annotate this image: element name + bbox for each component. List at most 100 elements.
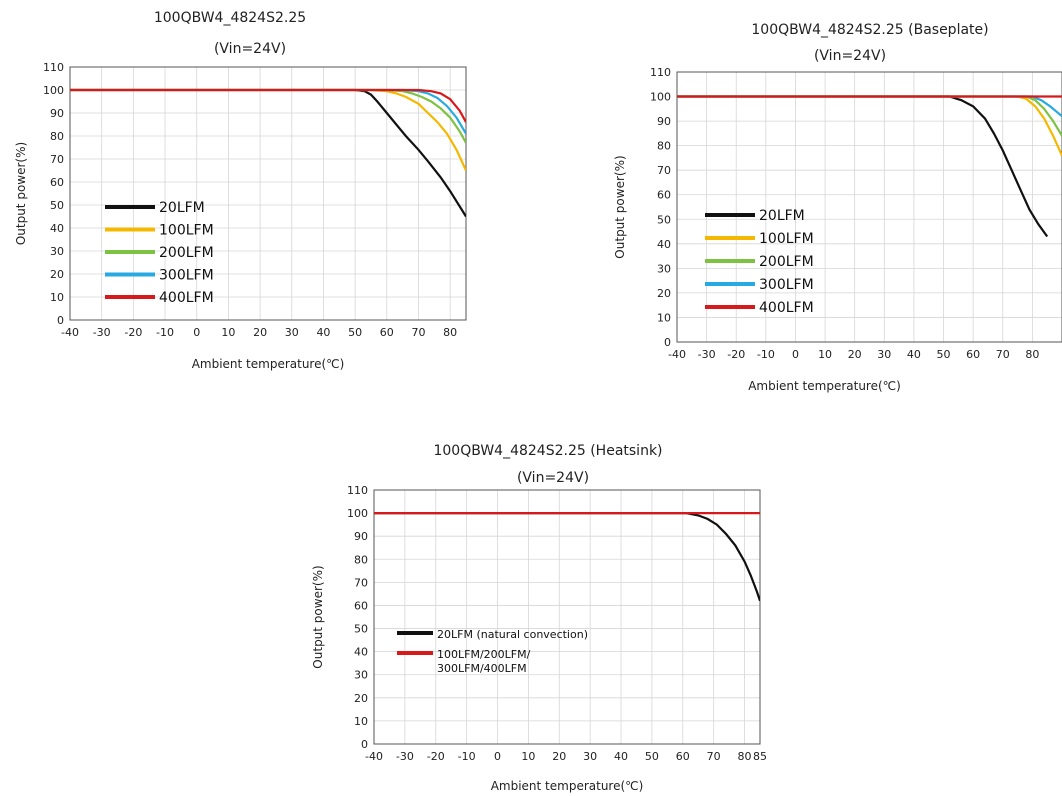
y-tick-label: 110 (347, 484, 368, 497)
x-tick-label: 10 (521, 750, 535, 763)
y-tick-label: 20 (50, 268, 64, 281)
legend-label: 20LFM (natural convection) (437, 628, 588, 641)
x-tick-label: 60 (966, 348, 980, 361)
legend-label: 100LFM (759, 231, 814, 247)
x-tick-label: 60 (380, 326, 394, 339)
x-tick-label: 85 (753, 750, 767, 763)
series-line-2 (677, 95, 1062, 156)
x-tick-label: 80 (1025, 348, 1039, 361)
legend-label: 400LFM (759, 300, 814, 316)
legend-label: 20LFM (159, 200, 205, 216)
y-tick-label: 50 (354, 623, 368, 636)
legend-label: 100LFM (159, 223, 214, 239)
chart-subtitle: (Vin=24V) (814, 48, 886, 64)
chart-subtitle: (Vin=24V) (214, 41, 286, 57)
y-tick-label: 10 (657, 311, 671, 324)
legend-label: 200LFM (159, 245, 214, 261)
x-tick-label: -30 (698, 348, 716, 361)
x-axis-label: Ambient temperature(℃) (748, 379, 901, 393)
y-tick-label: 0 (664, 336, 671, 349)
x-tick-label: -40 (61, 326, 79, 339)
y-tick-label: 30 (50, 245, 64, 258)
y-tick-label: 60 (50, 176, 64, 189)
x-tick-label: -40 (365, 750, 383, 763)
chart-subtitle: (Vin=24V) (517, 470, 589, 486)
plot-frame (69, 66, 467, 321)
legend: 20LFM (natural convection) 100LFM/200LFM/… (397, 628, 588, 675)
chart-title: 100QBW4_4824S2.25 (Baseplate) (751, 22, 988, 38)
x-tick-label: 40 (907, 348, 921, 361)
series-line-2 (70, 88, 466, 171)
legend-label: 400LFM (159, 290, 214, 306)
y-tick-label: 40 (50, 222, 64, 235)
y-tick-label: 90 (50, 107, 64, 120)
y-tick-label: 50 (657, 213, 671, 226)
y-tick-label: 100 (347, 507, 368, 520)
x-tick-label: -30 (93, 326, 111, 339)
y-tick-label: 90 (657, 115, 671, 128)
x-tick-label: 70 (996, 348, 1010, 361)
x-tick-label: 0 (494, 750, 501, 763)
y-tick-label: 10 (354, 715, 368, 728)
y-tick-label: 30 (657, 262, 671, 275)
y-tick-label: 70 (50, 153, 64, 166)
series-line-1 (677, 95, 1049, 238)
x-tick-label: 50 (645, 750, 659, 763)
y-tick-label: 50 (50, 199, 64, 212)
y-tick-label: 70 (657, 164, 671, 177)
y-axis-label: Output power(%) (14, 142, 28, 245)
x-tick-label: 30 (583, 750, 597, 763)
x-tick-label: 50 (937, 348, 951, 361)
y-tick-label: 0 (361, 738, 368, 751)
series-line-3 (677, 95, 1062, 137)
x-tick-label: 0 (193, 326, 200, 339)
x-tick-label: 40 (316, 326, 330, 339)
y-tick-label: 110 (43, 61, 64, 74)
x-tick-label: -20 (727, 348, 745, 361)
y-tick-label: 100 (43, 84, 64, 97)
x-tick-label: 60 (676, 750, 690, 763)
legend: 20LFM 100LFM 200LFM 300LFM 400LFM (105, 200, 214, 306)
chart-3: 100QBW4_4824S2.25 (Heatsink) (Vin=24V) 0 10… (311, 443, 767, 793)
x-tick-label: 10 (818, 348, 832, 361)
x-tick-label: 70 (707, 750, 721, 763)
y-tick-label: 70 (354, 576, 368, 589)
plot-frame (676, 71, 1062, 343)
y-axis-label: Output power(%) (311, 565, 325, 668)
legend-label: 300LFM (159, 268, 214, 284)
y-tick-label: 80 (657, 140, 671, 153)
chart-2: 100QBW4_4824S2.25 (Baseplate) (Vin=24V) 0 1… (613, 22, 1062, 393)
legend-label: 300LFM (759, 277, 814, 293)
y-tick-label: 20 (657, 287, 671, 300)
x-axis-label: Ambient temperature(℃) (192, 357, 345, 371)
x-tick-label: -20 (124, 326, 142, 339)
legend-label: 20LFM (759, 208, 805, 224)
x-tick-label: 0 (792, 348, 799, 361)
x-tick-label: 20 (253, 326, 267, 339)
y-tick-label: 80 (50, 130, 64, 143)
series-line-1 (70, 88, 466, 218)
y-tick-label: 60 (354, 599, 368, 612)
x-tick-label: 70 (411, 326, 425, 339)
y-axis-label: Output power(%) (613, 155, 627, 258)
chart-title: 100QBW4_4824S2.25 (154, 10, 306, 26)
y-tick-label: 0 (57, 314, 64, 327)
x-tick-label: 30 (285, 326, 299, 339)
legend-label: 200LFM (759, 254, 814, 270)
legend: 20LFM 100LFM 200LFM 300LFM 400LFM (705, 208, 814, 316)
chart-title: 100QBW4_4824S2.25 (Heatsink) (433, 443, 662, 459)
y-tick-label: 80 (354, 553, 368, 566)
x-tick-label: -40 (668, 348, 686, 361)
x-tick-label: 50 (348, 326, 362, 339)
x-tick-label: 80 (738, 750, 752, 763)
series-line-5 (70, 88, 466, 123)
y-tick-label: 40 (354, 646, 368, 659)
y-tick-label: 40 (657, 238, 671, 251)
x-tick-label: 30 (877, 348, 891, 361)
y-tick-label: 60 (657, 189, 671, 202)
series-line-1 (374, 511, 760, 602)
x-tick-label: -10 (458, 750, 476, 763)
x-tick-label: 20 (848, 348, 862, 361)
legend-label: 100LFM/200LFM/300LFM/400LFM (437, 648, 531, 675)
